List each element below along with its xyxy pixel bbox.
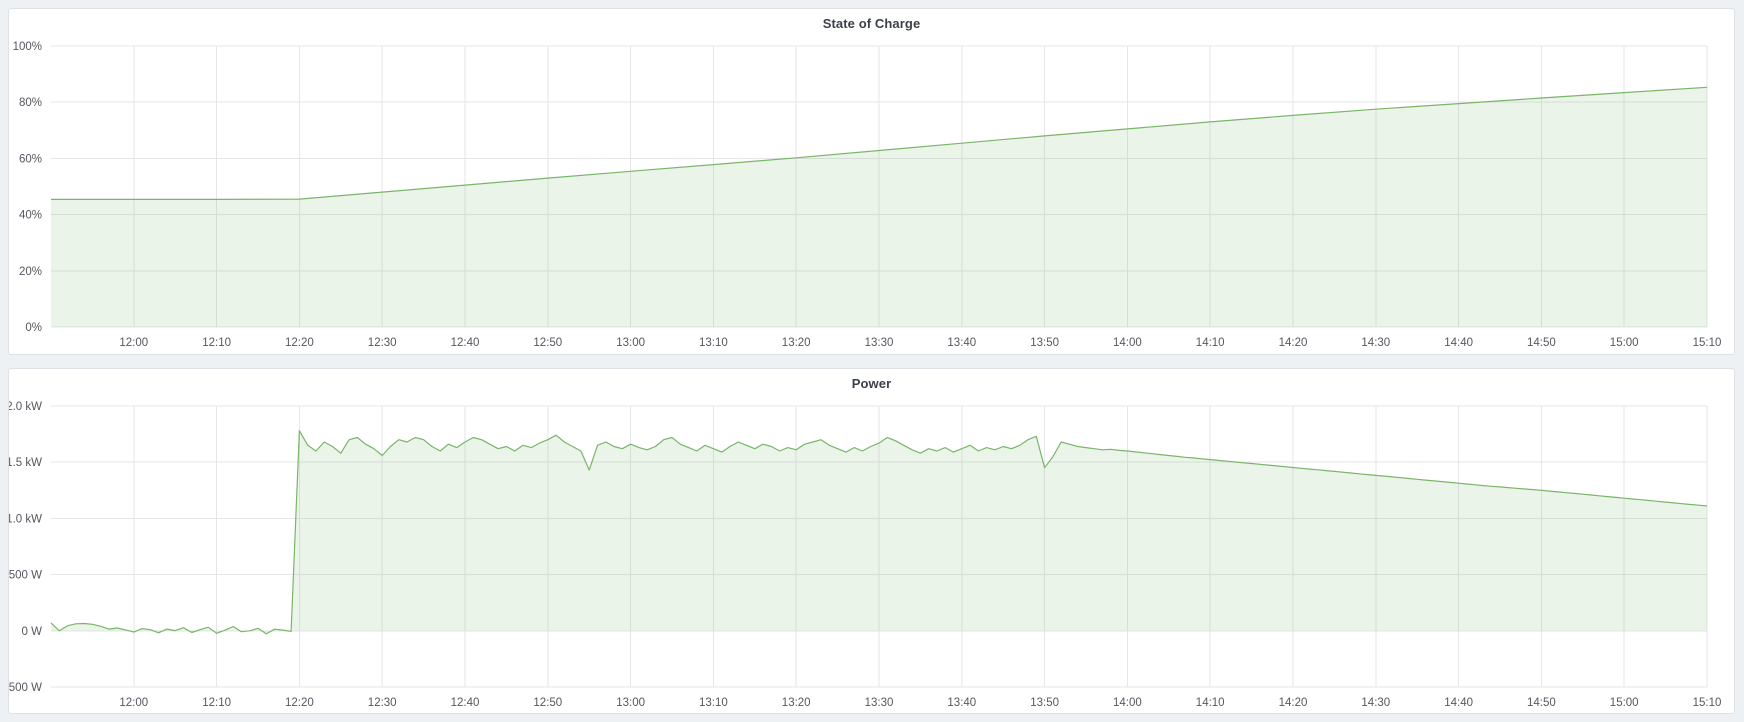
svg-text:12:50: 12:50 [533, 337, 562, 349]
svg-text:14:40: 14:40 [1444, 697, 1473, 709]
svg-text:0%: 0% [25, 322, 42, 334]
svg-text:14:20: 14:20 [1279, 697, 1308, 709]
panel-title-power[interactable]: Power [851, 375, 892, 391]
svg-text:13:10: 13:10 [699, 337, 728, 349]
svg-text:12:10: 12:10 [202, 697, 231, 709]
svg-text:14:20: 14:20 [1279, 337, 1308, 349]
svg-text:12:50: 12:50 [533, 697, 562, 709]
svg-text:14:00: 14:00 [1113, 337, 1142, 349]
svg-text:100%: 100% [13, 41, 42, 53]
svg-text:15:00: 15:00 [1610, 697, 1639, 709]
svg-text:13:30: 13:30 [865, 337, 894, 349]
svg-text:12:00: 12:00 [119, 697, 148, 709]
power-panel: Power 2.0 kW 1.5 kW 1.0 kW 500 W 0 W -500 W 12… [8, 368, 1735, 714]
svg-text:13:20: 13:20 [782, 697, 811, 709]
svg-text:12:30: 12:30 [368, 697, 397, 709]
svg-text:13:00: 13:00 [616, 697, 645, 709]
state-of-charge-panel: State of Charge 100% 80% 60% 40% 20% 0% 12:00 1… [8, 8, 1735, 355]
svg-text:14:30: 14:30 [1361, 697, 1390, 709]
svg-text:14:50: 14:50 [1527, 697, 1556, 709]
series-line [50, 430, 1708, 635]
svg-text:40%: 40% [19, 210, 42, 222]
svg-text:14:10: 14:10 [1196, 337, 1225, 349]
svg-text:14:30: 14:30 [1361, 337, 1390, 349]
svg-text:2.0 kW: 2.0 kW [9, 401, 42, 413]
svg-text:1.0 kW: 1.0 kW [9, 513, 42, 525]
svg-text:13:40: 13:40 [947, 697, 976, 709]
svg-text:14:10: 14:10 [1196, 697, 1225, 709]
svg-text:14:00: 14:00 [1113, 697, 1142, 709]
panel-title-state-of-charge[interactable]: State of Charge [822, 15, 921, 31]
state-of-charge-chart[interactable]: 100% 80% 60% 40% 20% 0% 12:00 12:10 12:20 12:30 12… [9, 9, 1734, 354]
series-area-fill [51, 87, 1707, 327]
svg-text:13:50: 13:50 [1030, 697, 1059, 709]
svg-text:500 W: 500 W [9, 570, 42, 582]
svg-text:20%: 20% [19, 266, 42, 278]
svg-text:13:10: 13:10 [699, 697, 728, 709]
svg-text:13:00: 13:00 [616, 337, 645, 349]
svg-text:12:40: 12:40 [451, 697, 480, 709]
svg-text:60%: 60% [19, 153, 42, 165]
svg-text:-500 W: -500 W [9, 682, 42, 694]
svg-text:13:30: 13:30 [865, 697, 894, 709]
svg-text:1.5 kW: 1.5 kW [9, 457, 42, 469]
series-line [51, 86, 1708, 200]
svg-text:13:40: 13:40 [947, 337, 976, 349]
svg-text:15:00: 15:00 [1610, 337, 1639, 349]
svg-text:12:40: 12:40 [451, 337, 480, 349]
svg-text:15:10: 15:10 [1693, 337, 1722, 349]
svg-text:14:40: 14:40 [1444, 337, 1473, 349]
svg-text:13:20: 13:20 [782, 337, 811, 349]
svg-text:14:50: 14:50 [1527, 337, 1556, 349]
series-area-fill [51, 430, 1707, 634]
svg-text:80%: 80% [19, 97, 42, 109]
svg-text:0 W: 0 W [22, 626, 43, 638]
svg-text:12:10: 12:10 [202, 337, 231, 349]
svg-text:12:00: 12:00 [119, 337, 148, 349]
svg-text:13:50: 13:50 [1030, 337, 1059, 349]
svg-text:15:10: 15:10 [1693, 697, 1722, 709]
svg-text:12:20: 12:20 [285, 337, 314, 349]
power-chart[interactable]: 2.0 kW 1.5 kW 1.0 kW 500 W 0 W -500 W 12:00 12:… [9, 369, 1734, 713]
svg-text:12:20: 12:20 [285, 697, 314, 709]
svg-text:12:30: 12:30 [368, 337, 397, 349]
